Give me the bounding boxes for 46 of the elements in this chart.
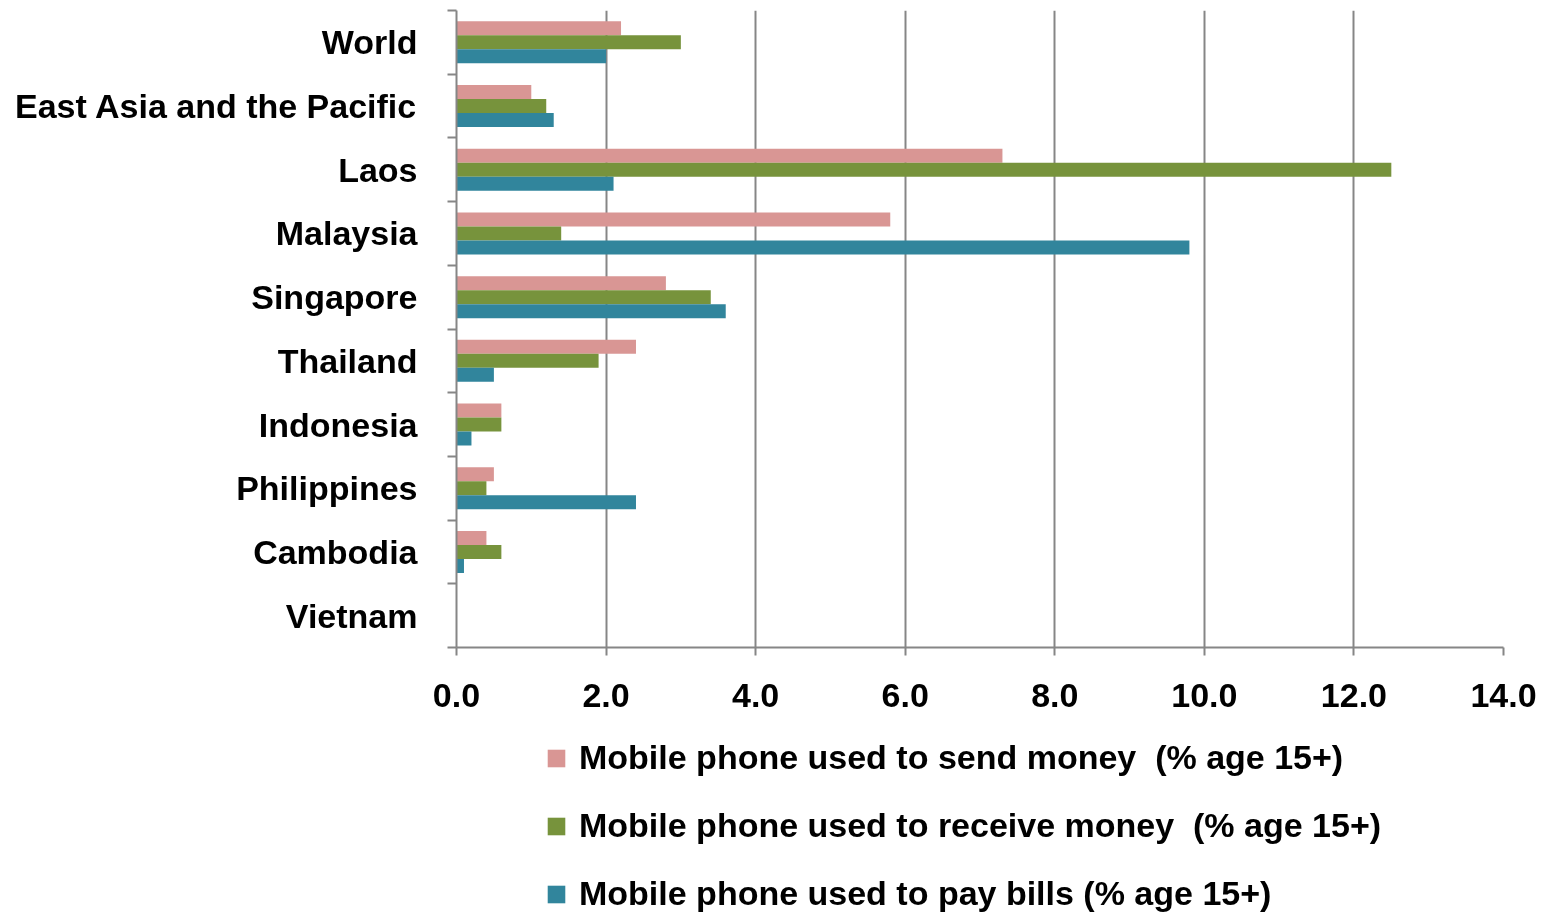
bar bbox=[456, 481, 487, 496]
bar bbox=[456, 21, 622, 36]
x-tick-label: 10.0 bbox=[1171, 675, 1238, 714]
bar bbox=[456, 276, 666, 291]
bar bbox=[456, 544, 502, 559]
bar bbox=[456, 99, 547, 114]
x-tick-label: 6.0 bbox=[881, 675, 929, 714]
bar bbox=[456, 162, 1392, 177]
bar bbox=[456, 85, 532, 100]
bar bbox=[456, 176, 614, 191]
x-tick-label: 8.0 bbox=[1031, 675, 1079, 714]
bar bbox=[456, 417, 502, 432]
x-tick-label: 2.0 bbox=[582, 675, 630, 714]
bar bbox=[456, 35, 681, 50]
bar bbox=[456, 403, 502, 418]
x-tick-label: 0.0 bbox=[432, 675, 481, 714]
bar bbox=[456, 304, 726, 319]
y-tick-label: Laos bbox=[338, 150, 418, 189]
bar bbox=[456, 353, 599, 368]
legend-label: Mobile phone used to receive money (% age 15+) bbox=[579, 806, 1382, 845]
y-tick-label: Cambodia bbox=[253, 532, 419, 571]
y-tick-label: Vietnam bbox=[285, 596, 418, 635]
bar bbox=[456, 49, 607, 64]
bar bbox=[456, 530, 487, 545]
x-tick-label: 4.0 bbox=[732, 675, 780, 714]
bar bbox=[456, 367, 494, 382]
y-tick-label: Singapore bbox=[251, 278, 418, 317]
y-tick-label: East Asia and the Pacific bbox=[15, 87, 417, 126]
y-tick-label: Indonesia bbox=[258, 405, 419, 444]
legend-label: Mobile phone used to pay bills (% age 15+) bbox=[579, 874, 1272, 913]
x-tick-label: 14.0 bbox=[1470, 675, 1537, 714]
bar bbox=[456, 290, 711, 305]
bar bbox=[456, 212, 891, 227]
bar bbox=[456, 467, 494, 482]
bar bbox=[456, 240, 1190, 255]
bar bbox=[456, 495, 636, 510]
y-tick-label: Thailand bbox=[277, 341, 418, 380]
bar bbox=[456, 226, 562, 241]
x-tick-label: 12.0 bbox=[1320, 675, 1388, 714]
y-tick-label: Philippines bbox=[236, 469, 418, 508]
bar bbox=[456, 339, 636, 354]
bar bbox=[456, 113, 554, 128]
y-tick-label: Malaysia bbox=[275, 214, 419, 253]
legend-label: Mobile phone used to send money (% age 15+) bbox=[579, 738, 1344, 777]
y-tick-label: World bbox=[321, 23, 418, 62]
bar bbox=[456, 148, 1003, 163]
